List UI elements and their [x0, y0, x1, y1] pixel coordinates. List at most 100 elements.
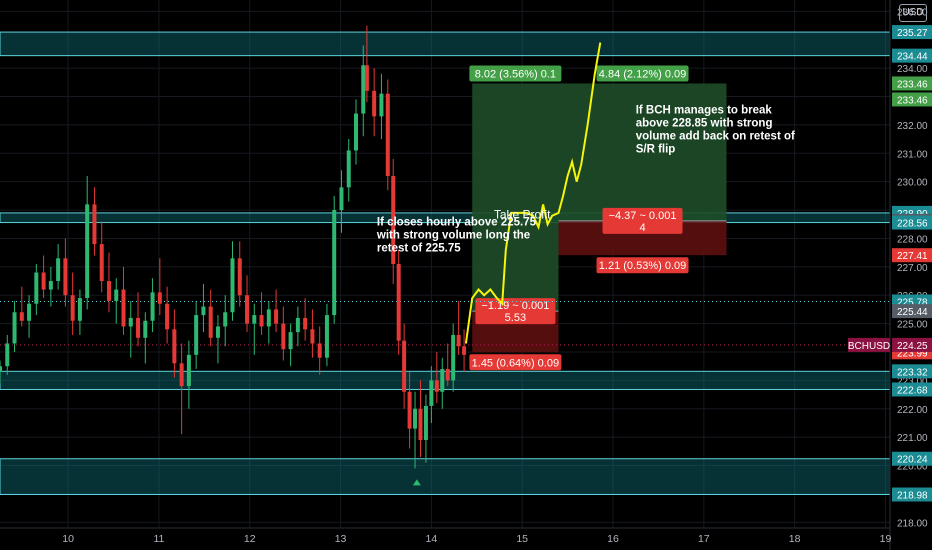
price-label-box: [892, 304, 932, 319]
time-tick: 10: [62, 533, 74, 545]
price-tick: 223.00: [897, 376, 928, 387]
candle-body: [34, 272, 39, 304]
position-tools: 8.02 (3.56%) 0.1 1.45 (0.64%) 0.09 −1.19 ~…: [469, 65, 727, 371]
candle-body: [245, 295, 250, 324]
candle-body: [445, 369, 450, 381]
candle-body: [19, 312, 24, 321]
time-tick: 11: [153, 533, 164, 545]
zone: [0, 31, 891, 57]
price-tick: 222.00: [897, 405, 928, 416]
candle-body: [364, 65, 369, 91]
candle-body: [354, 113, 358, 151]
price-label: 223.32: [897, 367, 928, 378]
price-label: 228.56: [897, 219, 928, 230]
time-tick: 15: [516, 533, 528, 545]
candle-body: [186, 354, 191, 387]
candle-body: [223, 312, 228, 327]
candle-body: [252, 315, 257, 324]
candle-body: [92, 204, 97, 245]
price-label: 222.68: [897, 385, 928, 396]
candle-body: [346, 150, 351, 188]
annotation-text: If BCH manages to break: [636, 105, 773, 117]
time-axis: 10 11 12 13 14 15 16 17 18 19: [0, 527, 892, 545]
horizontal-lines: [0, 300, 890, 346]
candle-body: [456, 334, 461, 347]
last-price: 224.25: [897, 341, 928, 352]
candle-body: [237, 258, 242, 296]
price-tick: 232.00: [897, 121, 928, 132]
candle-body: [324, 315, 329, 358]
zone: [0, 370, 891, 390]
time-tick: 14: [426, 533, 438, 545]
candle-body: [179, 363, 184, 387]
candle-body: [56, 258, 61, 282]
target-label-box: [596, 65, 689, 82]
candle-body: [172, 329, 177, 364]
pnl-label: −1.19 ~ 0.001: [481, 300, 549, 312]
candle-body: [418, 408, 423, 440]
pnl-label-box: [602, 207, 683, 234]
candle-body: [413, 408, 418, 429]
candle-body: [99, 244, 104, 282]
target-label: 4.84 (2.12%) 0.09: [599, 68, 686, 80]
pnl-label: 5.53: [505, 312, 526, 324]
candle-body: [440, 369, 445, 392]
candle-body: [295, 317, 300, 333]
candle-body: [63, 258, 68, 296]
price-tick: 236.00: [897, 7, 928, 18]
price-label-box: [892, 92, 932, 107]
price-label: 218.98: [897, 491, 928, 502]
time-tick: 18: [789, 533, 801, 545]
pnl-label: −4.37 ~ 0.001: [609, 210, 677, 222]
candle-body: [27, 303, 32, 321]
candle-body: [391, 176, 396, 264]
candle-body: [434, 380, 439, 392]
time-tick: 16: [607, 533, 619, 545]
candle-body: [114, 289, 119, 301]
candle-body: [230, 258, 235, 313]
annotation-text: above 228.85 with strong: [636, 118, 773, 130]
candle-body: [5, 343, 10, 367]
candle-body: [77, 298, 82, 321]
time-tick: 19: [880, 533, 892, 545]
symbol-label: BCHUSD: [848, 341, 890, 352]
candle-body: [85, 204, 90, 299]
price-tick: 231.00: [897, 149, 928, 160]
candle-body: [379, 93, 384, 117]
buy-arrow-icon: [412, 479, 421, 486]
price-label-box: [892, 76, 932, 91]
candle-body: [201, 306, 206, 316]
annotation-text: volume add back on retest of: [636, 131, 795, 143]
time-tick: 13: [335, 533, 347, 545]
candle-body: [136, 317, 141, 338]
candle-body: [48, 281, 53, 290]
price-label: 233.46: [897, 95, 928, 106]
price-tick: 220.00: [897, 462, 928, 473]
candle-body: [372, 90, 377, 117]
candle-body: [215, 326, 220, 338]
candle-body: [303, 317, 308, 330]
price-tick: 218.00: [897, 518, 928, 529]
candle-body: [12, 312, 17, 344]
last-price-box: [892, 337, 932, 352]
candles: [0, 25, 467, 486]
candle-body: [462, 346, 467, 355]
candle-body: [150, 292, 155, 321]
price-tick: 225.00: [897, 320, 928, 331]
projection-line: [464, 42, 602, 344]
candle-body: [208, 306, 213, 338]
candle-body: [385, 93, 390, 176]
target-label: 8.02 (3.56%) 0.1: [475, 68, 556, 80]
price-label-box: [892, 382, 932, 397]
projection-path: [464, 42, 602, 344]
candle-body: [310, 329, 315, 344]
currency-badge[interactable]: USD: [899, 4, 927, 22]
candle-body: [266, 309, 271, 327]
stop-label: 1.21 (0.53%) 0.09: [599, 260, 686, 272]
price-axis: 236.00234.00233.00232.00231.00230.00229.…: [848, 0, 932, 550]
price-tick: 221.00: [897, 433, 928, 444]
annotation-text: If closes hourly above 225.75: [377, 217, 537, 229]
stop-label: 1.45 (0.64%) 0.09: [472, 357, 559, 369]
